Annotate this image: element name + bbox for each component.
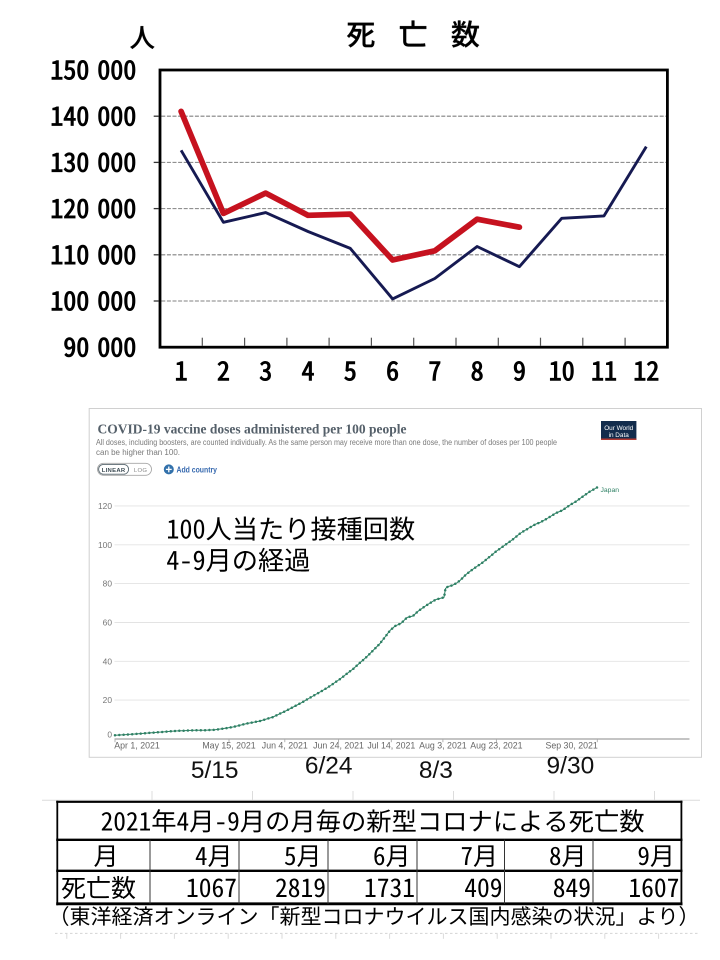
svg-text:100: 100 <box>98 540 112 550</box>
svg-text:LINEAR: LINEAR <box>102 468 126 474</box>
svg-text:Our World: Our World <box>604 425 633 432</box>
svg-text:Jun 24, 2021: Jun 24, 2021 <box>313 740 364 750</box>
svg-text:All doses, including boosters,: All doses, including boosters, are count… <box>96 438 557 447</box>
svg-text:LOG: LOG <box>134 468 147 474</box>
svg-text:0: 0 <box>107 730 112 740</box>
svg-text:Add country: Add country <box>177 465 218 474</box>
svg-text:9/30: 9/30 <box>547 753 595 780</box>
svg-text:6/24: 6/24 <box>305 753 353 780</box>
svg-text:Aug 23, 2021: Aug 23, 2021 <box>470 740 522 750</box>
svg-text:in Data: in Data <box>609 432 630 439</box>
svg-text:May 15, 2021: May 15, 2021 <box>202 740 255 750</box>
svg-text:Sep 30, 2021: Sep 30, 2021 <box>545 740 597 750</box>
svg-text:can be higher than 100.: can be higher than 100. <box>96 448 180 457</box>
svg-text:Apr 1, 2021: Apr 1, 2021 <box>114 740 160 750</box>
svg-text:80: 80 <box>103 579 113 589</box>
svg-text:8/3: 8/3 <box>419 757 453 784</box>
svg-text:120: 120 <box>98 501 112 511</box>
svg-text:5/15: 5/15 <box>191 757 239 784</box>
svg-text:Aug 3, 2021: Aug 3, 2021 <box>419 740 467 750</box>
svg-text:60: 60 <box>103 618 113 628</box>
svg-text:COVID-19 vaccine doses adminis: COVID-19 vaccine doses administered per … <box>98 422 407 437</box>
svg-text:20: 20 <box>103 695 113 705</box>
svg-text:Jul 14, 2021: Jul 14, 2021 <box>367 740 415 750</box>
svg-text:Japan: Japan <box>601 487 620 494</box>
svg-text:40: 40 <box>103 656 113 666</box>
svg-text:Jun 4, 2021: Jun 4, 2021 <box>262 740 308 750</box>
